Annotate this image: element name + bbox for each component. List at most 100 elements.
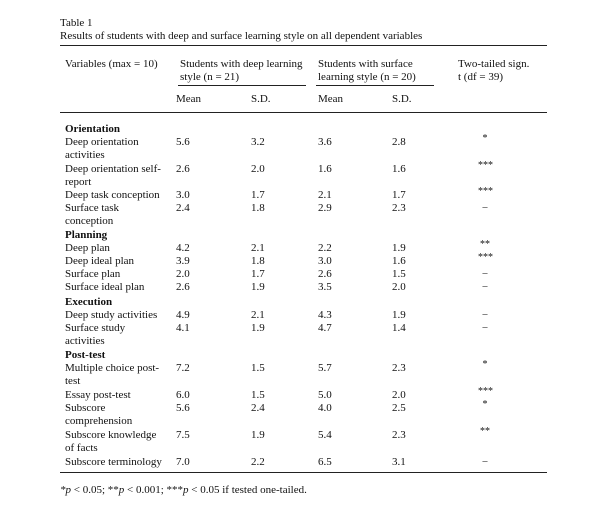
row-label: Deep orientation self- bbox=[65, 163, 161, 175]
surface-mean: 1.6 bbox=[318, 163, 332, 175]
header-sd-surface: S.D. bbox=[392, 93, 412, 105]
row-label: Subscore bbox=[65, 402, 106, 414]
row-label: Surface plan bbox=[65, 268, 121, 280]
significance-marker: – bbox=[482, 322, 488, 333]
surface-mean: 3.6 bbox=[318, 136, 332, 148]
deep-sd: 1.8 bbox=[251, 202, 265, 214]
row-label: of facts bbox=[65, 442, 98, 454]
deep-mean: 4.2 bbox=[176, 242, 190, 254]
header-sig-line2: t (df = 39) bbox=[458, 71, 503, 83]
surface-sd: 2.8 bbox=[392, 136, 406, 148]
row-label: report bbox=[65, 176, 92, 188]
significance-marker: – bbox=[482, 309, 488, 320]
deep-mean: 5.6 bbox=[176, 136, 190, 148]
table-title: Results of students with deep and surfac… bbox=[60, 30, 423, 42]
significance-marker: – bbox=[482, 281, 488, 292]
row-label: test bbox=[65, 375, 81, 387]
surface-sd: 2.5 bbox=[392, 402, 406, 414]
row-label: Surface study bbox=[65, 322, 126, 334]
header-variables: Variables (max = 10) bbox=[65, 58, 158, 70]
header-deep-line1: Students with deep learning bbox=[180, 58, 303, 70]
significance-marker: *** bbox=[478, 386, 493, 397]
deep-sd: 1.8 bbox=[251, 255, 265, 267]
surface-sd: 2.0 bbox=[392, 389, 406, 401]
deep-sd: 2.4 bbox=[251, 402, 265, 414]
deep-mean: 4.9 bbox=[176, 309, 190, 321]
significance-marker: – bbox=[482, 202, 488, 213]
surface-mean: 5.4 bbox=[318, 429, 332, 441]
surface-mean: 3.0 bbox=[318, 255, 332, 267]
surface-mean: 2.1 bbox=[318, 189, 332, 201]
deep-sd: 2.1 bbox=[251, 242, 265, 254]
row-label: Subscore knowledge bbox=[65, 429, 157, 441]
deep-sd: 1.5 bbox=[251, 389, 265, 401]
row-label: Essay post-test bbox=[65, 389, 131, 401]
surface-sd: 2.3 bbox=[392, 429, 406, 441]
header-mean-deep: Mean bbox=[176, 93, 202, 105]
significance-marker: * bbox=[482, 133, 488, 144]
header-surface-line1: Students with surface bbox=[318, 58, 413, 70]
significance-marker: *** bbox=[478, 252, 493, 263]
row-label: Deep orientation bbox=[65, 136, 139, 148]
surface-mean: 4.3 bbox=[318, 309, 332, 321]
surface-sd: 2.3 bbox=[392, 202, 406, 214]
deep-sd: 1.7 bbox=[251, 189, 265, 201]
surface-mean: 2.6 bbox=[318, 268, 332, 280]
deep-mean: 3.9 bbox=[176, 255, 190, 267]
deep-sd: 1.9 bbox=[251, 322, 265, 334]
significance-marker: *** bbox=[478, 186, 493, 197]
deep-sd: 2.2 bbox=[251, 456, 265, 468]
row-label: Multiple choice post- bbox=[65, 362, 160, 374]
significance-marker: – bbox=[482, 268, 488, 279]
surface-sd: 1.9 bbox=[392, 242, 406, 254]
deep-sd: 2.0 bbox=[251, 163, 265, 175]
deep-mean: 2.6 bbox=[176, 281, 190, 293]
row-label: activities bbox=[65, 335, 105, 347]
table-label: Table 1 bbox=[60, 17, 93, 29]
surface-group-rule bbox=[316, 85, 434, 86]
deep-sd: 2.1 bbox=[251, 309, 265, 321]
surface-mean: 5.0 bbox=[318, 389, 332, 401]
header-rule bbox=[60, 112, 547, 113]
header-sig-line1: Two-tailed sign. bbox=[458, 58, 530, 70]
surface-sd: 1.4 bbox=[392, 322, 406, 334]
surface-sd: 1.9 bbox=[392, 309, 406, 321]
surface-sd: 1.6 bbox=[392, 255, 406, 267]
surface-mean: 3.5 bbox=[318, 281, 332, 293]
header-surface-line2: learning style (n = 20) bbox=[318, 71, 416, 83]
surface-sd: 2.0 bbox=[392, 281, 406, 293]
surface-sd: 1.7 bbox=[392, 189, 406, 201]
row-label: Surface ideal plan bbox=[65, 281, 145, 293]
surface-mean: 6.5 bbox=[318, 456, 332, 468]
deep-sd: 1.7 bbox=[251, 268, 265, 280]
deep-sd: 1.9 bbox=[251, 281, 265, 293]
deep-mean: 2.4 bbox=[176, 202, 190, 214]
surface-sd: 2.3 bbox=[392, 362, 406, 374]
deep-mean: 5.6 bbox=[176, 402, 190, 414]
top-rule bbox=[60, 45, 547, 46]
deep-mean: 7.5 bbox=[176, 429, 190, 441]
bottom-rule bbox=[60, 472, 547, 473]
surface-mean: 2.9 bbox=[318, 202, 332, 214]
deep-sd: 1.9 bbox=[251, 429, 265, 441]
row-label: Surface task bbox=[65, 202, 120, 214]
section-heading: Orientation bbox=[65, 123, 120, 135]
header-mean-surface: Mean bbox=[318, 93, 344, 105]
row-label: activities bbox=[65, 149, 105, 161]
deep-mean: 6.0 bbox=[176, 389, 190, 401]
deep-sd: 1.5 bbox=[251, 362, 265, 374]
section-heading: Execution bbox=[65, 296, 113, 308]
row-label: Deep ideal plan bbox=[65, 255, 135, 267]
section-heading: Post-test bbox=[65, 349, 106, 361]
significance-marker: ** bbox=[480, 239, 490, 250]
deep-mean: 7.2 bbox=[176, 362, 190, 374]
deep-mean: 2.0 bbox=[176, 268, 190, 280]
deep-mean: 3.0 bbox=[176, 189, 190, 201]
significance-marker: *** bbox=[478, 160, 493, 171]
surface-sd: 1.5 bbox=[392, 268, 406, 280]
deep-mean: 2.6 bbox=[176, 163, 190, 175]
header-sd-deep: S.D. bbox=[251, 93, 271, 105]
surface-sd: 1.6 bbox=[392, 163, 406, 175]
table-footnote: *p < 0.05; **p < 0.001; ***p < 0.05 if t… bbox=[60, 484, 307, 496]
surface-mean: 2.2 bbox=[318, 242, 332, 254]
